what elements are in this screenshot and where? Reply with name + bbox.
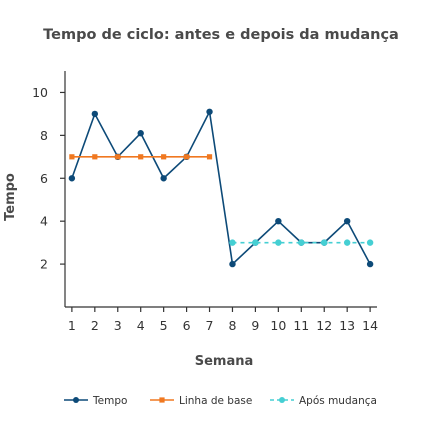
x-tick-label: 4: [137, 318, 145, 333]
y-tick-label: 8: [40, 128, 48, 143]
data-point: [275, 239, 282, 246]
legend-label: Tempo: [92, 395, 127, 407]
data-point: [252, 239, 259, 246]
data-point: [115, 154, 121, 160]
x-tick-label: 14: [362, 318, 378, 333]
x-tick-label: 10: [270, 318, 286, 333]
legend-item: Linha de base: [150, 395, 252, 407]
x-tick-label: 9: [251, 318, 259, 333]
series-3: [229, 239, 374, 246]
series-layer: [68, 108, 374, 268]
x-tick-label: 11: [293, 318, 309, 333]
data-point: [137, 130, 144, 137]
x-tick-label: 12: [316, 318, 332, 333]
series-1: [68, 108, 374, 268]
data-point: [366, 260, 374, 268]
data-point: [275, 217, 282, 225]
x-tick-label: 6: [183, 318, 191, 333]
x-axis-label: Semana: [195, 354, 254, 369]
data-point: [138, 154, 144, 160]
data-point: [343, 239, 351, 246]
data-point: [366, 239, 374, 246]
legend: Tempo Linha de base Após mudança: [64, 395, 377, 407]
legend-item: Após mudança: [270, 395, 377, 407]
data-point: [229, 260, 236, 268]
legend-label: Linha de base: [179, 395, 252, 407]
chart-title: Tempo de ciclo: antes e depois da mudanç…: [43, 27, 399, 43]
series-2: [69, 154, 213, 160]
data-point: [206, 154, 213, 160]
x-tick-label: 13: [339, 318, 355, 333]
data-point: [321, 239, 328, 246]
data-point: [343, 217, 351, 225]
legend-label: Após mudança: [299, 395, 377, 407]
data-point: [92, 154, 98, 160]
legend-marker: [73, 397, 79, 403]
x-tick-label: 2: [91, 318, 99, 333]
data-point: [91, 110, 99, 118]
data-point: [68, 175, 76, 182]
x-tick-label: 8: [228, 318, 236, 333]
data-point: [229, 239, 236, 246]
data-point: [160, 175, 167, 182]
y-tick-label: 6: [40, 171, 48, 186]
y-tick-label: 4: [40, 214, 48, 229]
data-point: [206, 108, 213, 115]
x-tick-label: 3: [114, 318, 122, 333]
y-tick-label: 2: [40, 257, 48, 272]
series-line: [71, 109, 371, 266]
legend-marker: [279, 397, 285, 403]
x-tick-label: 7: [206, 318, 214, 333]
data-point: [183, 154, 190, 160]
y-tick-label: 10: [32, 85, 48, 100]
x-tick-label: 5: [160, 318, 168, 333]
data-point: [298, 239, 305, 246]
data-point: [161, 154, 167, 160]
legend-marker: [159, 397, 165, 403]
x-tick-label: 1: [68, 318, 76, 333]
y-axis-label: Tempo: [3, 173, 18, 221]
legend-item: Tempo: [64, 395, 127, 407]
data-point: [69, 154, 75, 160]
